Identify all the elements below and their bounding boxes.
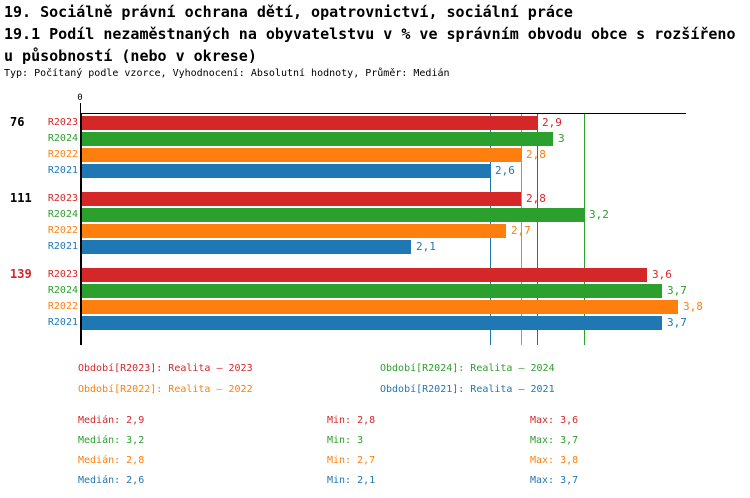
bar-row-label-R2023: R2023 xyxy=(47,193,78,204)
stat-median-R2021: Medián: 2,6 xyxy=(78,475,145,486)
bar-139-R2024 xyxy=(82,284,662,298)
bar-row-label-R2024: R2024 xyxy=(47,133,78,144)
legend-item-R2024: Období[R2024]: Realita – 2024 xyxy=(380,363,555,374)
bar-row-label-R2021: R2021 xyxy=(47,165,78,176)
report-title-line1: 19. Sociálně právní ochrana dětí, opatro… xyxy=(4,3,573,21)
indicator-title-line3: u působností (nebo v okrese) xyxy=(4,47,257,65)
bar-row-label-R2022: R2022 xyxy=(47,225,78,236)
legend-item-R2022: Období[R2022]: Realita – 2022 xyxy=(78,384,253,395)
stat-min-R2024: Min: 3 xyxy=(327,435,364,446)
indicator-meta-info: Typ: Počítaný podle vzorce, Vyhodnocení:… xyxy=(4,68,450,79)
bar-row-label-R2021: R2021 xyxy=(47,317,78,328)
legend-item-R2021: Období[R2021]: Realita – 2021 xyxy=(380,384,555,395)
stat-max-R2023: Max: 3,6 xyxy=(530,415,579,426)
median-line-R2023 xyxy=(537,114,538,345)
stat-median-R2024: Medián: 3,2 xyxy=(78,435,145,446)
bar-value-label: 3,7 xyxy=(667,284,687,297)
bar-row-label-R2023: R2023 xyxy=(47,117,78,128)
bar-111-R2023 xyxy=(82,192,521,206)
stat-min-R2022: Min: 2,7 xyxy=(327,455,376,466)
group-label-76: 76 xyxy=(10,115,25,129)
bar-value-label: 3,6 xyxy=(652,268,672,281)
y-axis-line xyxy=(80,113,82,345)
bar-76-R2024 xyxy=(82,132,553,146)
x-axis-line xyxy=(80,113,686,114)
bar-76-R2021 xyxy=(82,164,490,178)
bar-139-R2023 xyxy=(82,268,647,282)
bar-row-label-R2022: R2022 xyxy=(47,149,78,160)
bar-139-R2022 xyxy=(82,300,678,314)
stat-median-R2022: Medián: 2,8 xyxy=(78,455,145,466)
stat-min-R2021: Min: 2,1 xyxy=(327,475,376,486)
bar-row-label-R2024: R2024 xyxy=(47,285,78,296)
bar-111-R2021 xyxy=(82,240,411,254)
stat-max-R2021: Max: 3,7 xyxy=(530,475,579,486)
legend-item-R2023: Období[R2023]: Realita – 2023 xyxy=(78,363,253,374)
stat-max-R2024: Max: 3,7 xyxy=(530,435,579,446)
bar-row-label-R2024: R2024 xyxy=(47,209,78,220)
bar-row-label-R2023: R2023 xyxy=(47,269,78,280)
bar-value-label: 3,7 xyxy=(667,316,687,329)
indicator-title-line2: 19.1 Podíl nezaměstnaných na obyvatelstv… xyxy=(4,25,736,43)
bar-value-label: 2,9 xyxy=(542,116,562,129)
bar-value-label: 2,8 xyxy=(526,148,546,161)
bar-value-label: 2,6 xyxy=(495,164,515,177)
bar-value-label: 3,8 xyxy=(683,300,703,313)
bar-value-label: 2,8 xyxy=(526,192,546,205)
median-line-R2024 xyxy=(584,114,585,345)
bar-111-R2022 xyxy=(82,224,506,238)
bar-value-label: 3,2 xyxy=(589,208,609,221)
stat-median-R2023: Medián: 2,9 xyxy=(78,415,145,426)
bar-value-label: 2,1 xyxy=(416,240,436,253)
bar-76-R2022 xyxy=(82,148,521,162)
bar-111-R2024 xyxy=(82,208,584,222)
median-line-R2022 xyxy=(521,114,522,345)
bar-row-label-R2022: R2022 xyxy=(47,301,78,312)
group-label-111: 111 xyxy=(10,191,32,205)
group-label-139: 139 xyxy=(10,267,32,281)
stat-min-R2023: Min: 2,8 xyxy=(327,415,376,426)
bar-value-label: 3 xyxy=(558,132,565,145)
bar-row-label-R2021: R2021 xyxy=(47,241,78,252)
zero-tick-mark xyxy=(80,103,81,113)
bar-139-R2021 xyxy=(82,316,662,330)
stat-max-R2022: Max: 3,8 xyxy=(530,455,579,466)
bar-value-label: 2,7 xyxy=(511,224,531,237)
bar-76-R2023 xyxy=(82,116,537,130)
zero-tick-label: 0 xyxy=(77,93,83,103)
